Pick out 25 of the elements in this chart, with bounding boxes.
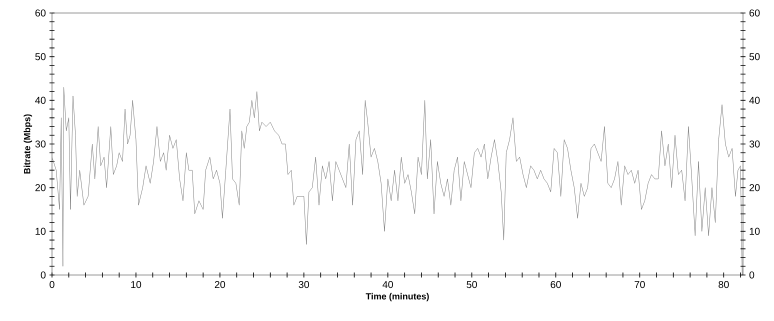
y2-tick-label: 40 <box>749 96 760 104</box>
x-axis-title: Time (minutes) <box>366 292 429 302</box>
y-tick-label: 10 <box>36 228 46 235</box>
y-tick-label: 30 <box>35 140 46 148</box>
x-tick-label: 50 <box>466 281 477 288</box>
y-axis-title: Bitrate (Mbps) <box>24 114 32 174</box>
x-tick-label: 0 <box>50 281 54 288</box>
y2-tick-label: 10 <box>750 228 760 235</box>
x-tick-label: 70 <box>634 281 645 288</box>
x-tick-label: 10 <box>131 281 142 288</box>
x-tick-label: 40 <box>382 281 393 288</box>
y-tick-label: 20 <box>35 184 46 192</box>
y-tick-label: 50 <box>35 53 46 60</box>
y2-tick-label: 50 <box>749 53 760 60</box>
y2-tick-label: 30 <box>749 140 760 148</box>
y2-tick-label: 0 <box>749 271 754 279</box>
x-tick-label: 80 <box>718 281 729 288</box>
y2-tick-label: 60 <box>750 9 760 17</box>
y-tick-label: 0 <box>40 271 46 279</box>
y-tick-label: 60 <box>35 9 46 17</box>
y2-tick-label: 20 <box>750 184 760 192</box>
x-tick-label: 60 <box>550 281 561 288</box>
x-tick-label: 20 <box>214 281 226 288</box>
x-tick-label: 30 <box>298 281 310 288</box>
y-tick-label: 40 <box>35 96 46 104</box>
